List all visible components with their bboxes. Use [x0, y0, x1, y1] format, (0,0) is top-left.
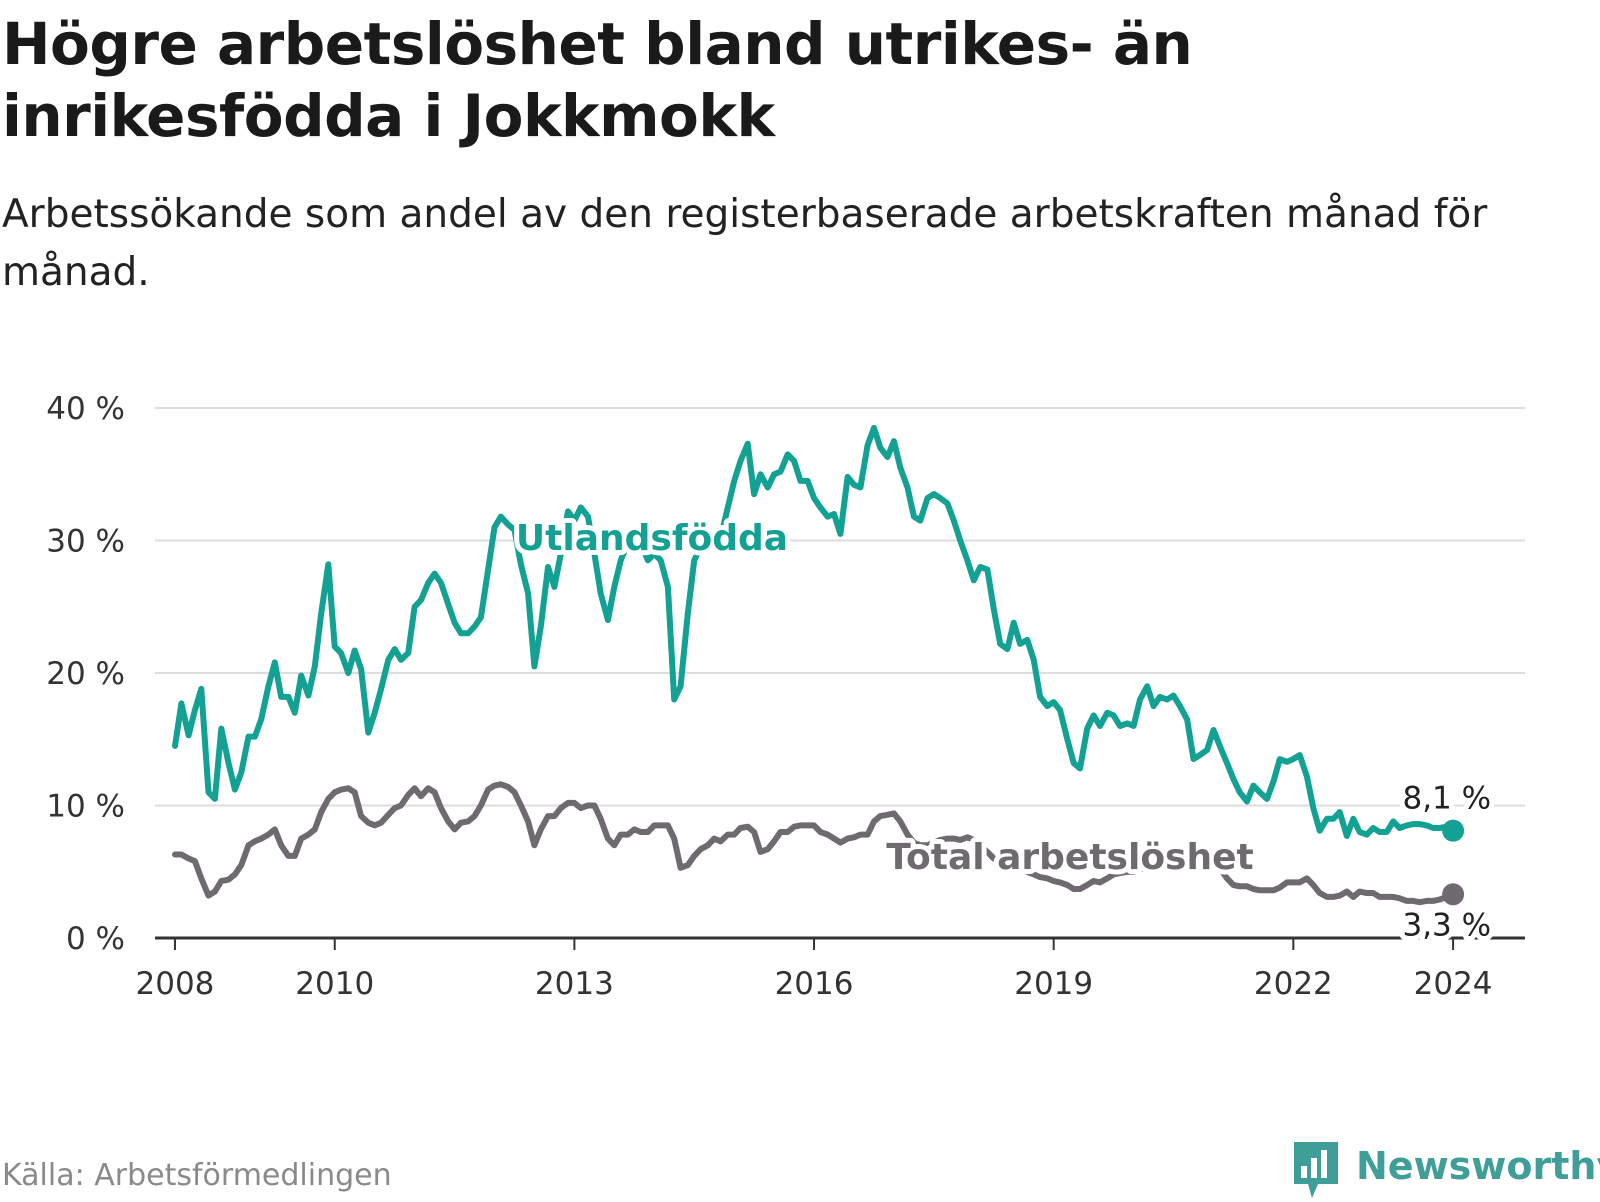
y-tick-label: 30 %	[46, 524, 125, 560]
y-tick-label: 40 %	[46, 391, 125, 427]
y-tick-label: 0 %	[66, 921, 125, 957]
series-lines	[172, 424, 1465, 906]
line-chart: 0 % 10 % 20 % 30 % 40 % 2008 2010 2013 2016 2019…	[46, 391, 1525, 1002]
page-title: Högre arbetslöshet bland utrikes- än inr…	[2, 10, 1193, 150]
newsworthy-logo-icon	[1294, 1142, 1338, 1198]
x-tick-label: 2010	[295, 966, 374, 1002]
endpoint-dot-total	[1442, 883, 1465, 906]
y-tick-label: 20 %	[46, 656, 125, 692]
x-tick-label: 2016	[775, 966, 854, 1002]
y-axis-ticks: 0 % 10 % 20 % 30 % 40 %	[46, 391, 125, 957]
series-line-total	[172, 781, 1457, 906]
y-tick-label: 10 %	[46, 789, 125, 825]
x-tick-label: 2013	[535, 966, 614, 1002]
page-subtitle: Arbetssökande som andel av den registerb…	[2, 192, 1488, 295]
series-label-total: Total arbetslöshet	[886, 837, 1254, 878]
series-line-utlandsfodda	[172, 424, 1457, 839]
brand-name: Newsworthy	[1356, 1144, 1600, 1188]
endpoint-dot-utlandsfodda	[1442, 819, 1465, 842]
series-label-utlandsfodda: Utlandsfödda	[516, 518, 788, 559]
x-tick-label: 2024	[1414, 966, 1493, 1002]
x-axis-ticks: 2008 2010 2013 2016 2019 2022 2024	[136, 938, 1493, 1002]
source-credit: Källa: Arbetsförmedlingen	[2, 1158, 392, 1193]
x-tick-label: 2008	[136, 966, 215, 1002]
x-tick-label: 2022	[1254, 966, 1333, 1002]
end-value-label-total: 3,3 %	[1402, 907, 1491, 943]
series-labels: Utlandsfödda Total arbetslöshet 8,1 % 3,3 %	[511, 513, 1496, 948]
gridlines	[155, 407, 1525, 807]
x-tick-label: 2019	[1014, 966, 1093, 1002]
end-value-label-utlandsfodda: 8,1 %	[1402, 781, 1491, 817]
